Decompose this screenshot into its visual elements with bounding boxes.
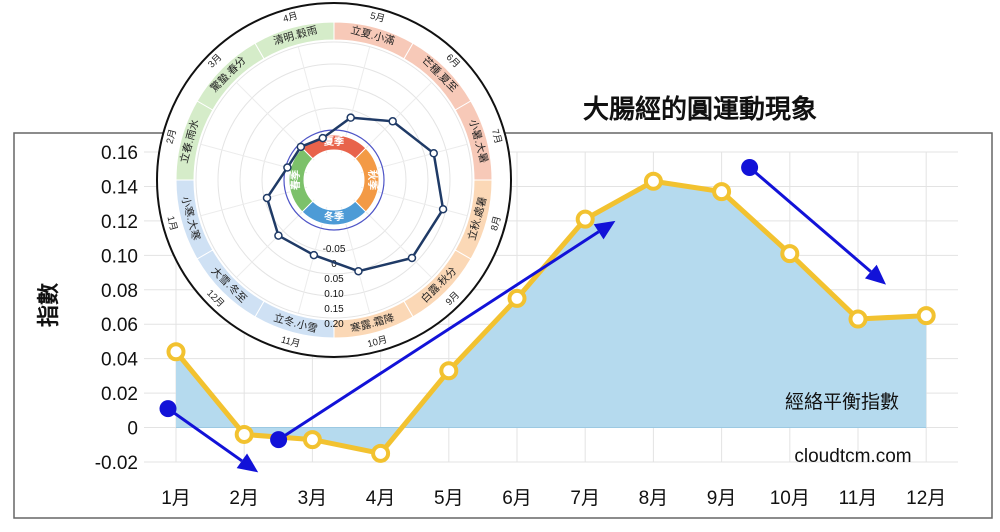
x-tick-label: 2月 — [229, 488, 259, 509]
trend-arrow-shaft — [748, 166, 872, 273]
x-tick-label: 8月 — [639, 488, 669, 509]
season-label: 冬季 — [324, 210, 345, 223]
area-fill — [176, 181, 927, 454]
season-label: 春季 — [289, 169, 302, 190]
radar-point-6月 — [388, 117, 397, 126]
x-tick-label: 6月 — [502, 488, 532, 509]
radar-point-1月 — [262, 193, 272, 203]
radar-month-label: 10月 — [366, 334, 388, 350]
y-tick-label: 0.16 — [101, 143, 138, 164]
y-tick-label: 0 — [127, 419, 138, 440]
radar-month-label: 11月 — [280, 334, 302, 350]
radar-spoke — [360, 186, 468, 217]
y-tick-label: 0.02 — [101, 384, 138, 405]
y-tick-label: 0.10 — [101, 246, 138, 267]
trend-arrow — [159, 400, 259, 473]
trend-arrow — [270, 220, 616, 449]
radar-month-label: 4月 — [282, 11, 299, 25]
data-point-8月 — [643, 171, 663, 191]
radar-tick-label: 0.20 — [324, 319, 344, 330]
trend-arrow-head — [593, 220, 616, 240]
y-tick-label: 0.12 — [101, 212, 138, 233]
x-tick-label: 5月 — [434, 488, 464, 509]
x-tick-label: 4月 — [366, 488, 396, 509]
radar-chart: 小寒.大寒1月立春.雨水2月驚蟄.春分3月清明.穀雨4月立夏.小滿5月芒種.夏至… — [156, 2, 512, 358]
solar-term-band — [196, 249, 265, 318]
radar-point-11月 — [309, 250, 319, 260]
radar-spoke — [340, 206, 371, 314]
radar-spoke — [360, 143, 468, 174]
radar-tick-label: -0.05 — [323, 244, 346, 255]
radar-month-label: 8月 — [489, 215, 503, 232]
trend-arrow — [741, 159, 886, 285]
radar-month-label: 1月 — [164, 215, 178, 232]
y-tick-label: 0.06 — [101, 315, 138, 336]
radar-point-8月 — [438, 204, 448, 214]
line-layer — [166, 171, 936, 463]
radar-spoke — [353, 199, 432, 278]
data-point-9月 — [712, 182, 732, 202]
radar-grid-circle — [195, 41, 473, 319]
radar-grid-circle — [217, 63, 451, 297]
data-point-4月 — [371, 443, 391, 463]
radar-point-3月 — [296, 142, 306, 152]
y-tick-label: 0.08 — [101, 281, 138, 302]
radar-spoke — [297, 206, 328, 314]
radar-spoke — [200, 186, 308, 217]
radar-tick-label: 0.10 — [324, 289, 344, 300]
x-tick-label: 10月 — [770, 488, 810, 509]
data-point-7月 — [575, 209, 595, 229]
radar-spoke — [236, 199, 315, 278]
trend-arrow-shaft — [167, 407, 243, 463]
radar-grid-circle — [239, 85, 429, 275]
radar-tick-label: 0 — [331, 259, 337, 270]
trend-arrows — [159, 159, 886, 473]
radar-point-5月 — [346, 113, 355, 122]
trend-arrow-head — [864, 264, 886, 285]
y-tick-label: 0.04 — [101, 350, 138, 371]
x-tick-label: 7月 — [570, 488, 600, 509]
y-tick-label: -0.02 — [95, 453, 138, 474]
x-tick-label: 11月 — [839, 488, 878, 509]
x-tick-label: 3月 — [298, 488, 328, 509]
radar-point-10月 — [354, 266, 363, 276]
series-line — [174, 178, 927, 456]
data-point-1月 — [166, 342, 186, 362]
data-point-6月 — [507, 288, 527, 308]
watermark: cloudtcm.com — [794, 446, 911, 467]
radar-point-4月 — [318, 133, 328, 143]
season-label: 秋季 — [366, 170, 379, 191]
x-tick-label: 1月 — [161, 488, 191, 509]
radar-grid-circle — [261, 107, 407, 253]
radar-spoke — [340, 46, 371, 154]
data-point-11月 — [848, 309, 868, 329]
area-layer — [176, 181, 927, 454]
season-label: 夏季 — [323, 135, 345, 148]
radar-month-label: 2月 — [165, 128, 179, 145]
series-label: 經絡平衡指數 — [785, 391, 899, 413]
data-point-2月 — [234, 424, 254, 444]
radar-point-9月 — [407, 253, 417, 263]
radar-month-label: 5月 — [369, 11, 386, 25]
radar-tick-label: 0.05 — [324, 274, 344, 285]
data-point-5月 — [439, 361, 459, 381]
radar-point-7月 — [429, 149, 438, 158]
data-point-3月 — [302, 430, 322, 450]
data-point-12月 — [916, 306, 936, 326]
y-axis-label: 指數 — [36, 283, 61, 327]
x-tick-label: 9月 — [707, 488, 737, 509]
trend-arrow-head — [236, 453, 259, 473]
radar-point-12月 — [274, 231, 283, 240]
data-point-10月 — [780, 244, 800, 264]
trend-arrow-shaft — [277, 230, 600, 441]
y-tick-label: 0.14 — [101, 177, 138, 198]
radar-month-label: 7月 — [489, 128, 503, 145]
x-tick-label: 12月 — [906, 488, 946, 509]
chart-title: 大腸經的圓運動現象 — [583, 94, 817, 124]
radar-tick-label: 0.15 — [324, 304, 344, 315]
axes: -0.02 0 0.02 0.04 0.06 0.08 0.10 0.12 0.14 0.16 1月… — [95, 143, 947, 509]
radar-point-2月 — [283, 163, 292, 172]
